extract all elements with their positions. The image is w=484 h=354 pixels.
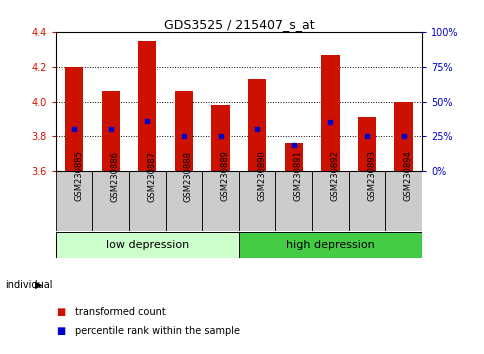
Text: ■: ■ — [56, 326, 65, 336]
Text: high depression: high depression — [286, 240, 374, 250]
Text: GSM230885: GSM230885 — [74, 150, 83, 201]
Bar — [138, 41, 156, 171]
Text: percentile rank within the sample: percentile rank within the sample — [75, 326, 240, 336]
Text: GSM230893: GSM230893 — [366, 150, 375, 201]
Bar — [247, 79, 266, 171]
Text: GSM230889: GSM230889 — [220, 150, 229, 201]
Bar — [101, 91, 120, 171]
FancyBboxPatch shape — [202, 171, 239, 231]
FancyBboxPatch shape — [384, 171, 421, 231]
Text: GSM230886: GSM230886 — [110, 150, 120, 201]
Bar — [65, 67, 83, 171]
Text: individual: individual — [5, 280, 52, 290]
FancyBboxPatch shape — [56, 232, 239, 258]
Title: GDS3525 / 215407_s_at: GDS3525 / 215407_s_at — [163, 18, 314, 31]
Text: GSM230891: GSM230891 — [293, 151, 302, 201]
FancyBboxPatch shape — [166, 171, 202, 231]
Bar — [393, 102, 412, 171]
FancyBboxPatch shape — [239, 232, 421, 258]
Text: GSM230892: GSM230892 — [330, 151, 339, 201]
Text: transformed count: transformed count — [75, 307, 166, 316]
Text: ▶: ▶ — [35, 280, 42, 290]
Text: GSM230890: GSM230890 — [257, 151, 266, 201]
FancyBboxPatch shape — [92, 171, 129, 231]
Bar — [357, 117, 376, 171]
Bar — [284, 143, 302, 171]
FancyBboxPatch shape — [239, 171, 275, 231]
Text: ■: ■ — [56, 307, 65, 316]
Text: GSM230894: GSM230894 — [403, 151, 412, 201]
Text: GSM230887: GSM230887 — [147, 150, 156, 201]
FancyBboxPatch shape — [56, 171, 92, 231]
Bar — [174, 91, 193, 171]
Text: low depression: low depression — [106, 240, 189, 250]
FancyBboxPatch shape — [348, 171, 384, 231]
FancyBboxPatch shape — [275, 171, 312, 231]
Bar — [320, 55, 339, 171]
Bar — [211, 105, 229, 171]
FancyBboxPatch shape — [312, 171, 348, 231]
Text: GSM230888: GSM230888 — [183, 150, 193, 201]
FancyBboxPatch shape — [129, 171, 166, 231]
